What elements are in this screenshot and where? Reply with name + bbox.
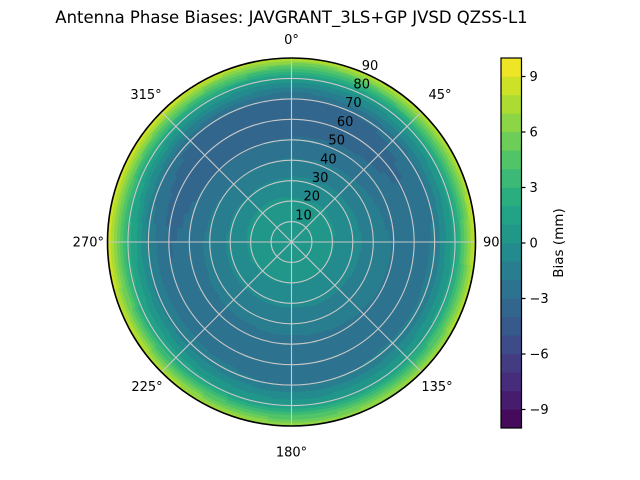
colorbar-tick-label: 3 — [530, 181, 538, 196]
colorbar-tick-label: −3 — [530, 292, 549, 307]
colorbar-tick-label: 9 — [530, 70, 538, 85]
angular-tick-label: 225° — [131, 380, 162, 395]
colorbar-band — [501, 168, 522, 188]
colorbar-band — [501, 94, 522, 114]
colorbar-band — [501, 205, 522, 225]
angular-tick-label: 135° — [421, 380, 452, 395]
colorbar-band — [501, 335, 522, 355]
colorbar-band — [501, 242, 522, 262]
angular-tick-label: 90 — [483, 236, 500, 251]
colorbar-band — [501, 372, 522, 392]
polar-grid — [107, 58, 476, 426]
radial-tick-label: 80 — [353, 78, 370, 93]
polar-outline — [106, 57, 477, 427]
colorbar-band — [501, 57, 522, 77]
colorbar-band — [501, 187, 522, 207]
grid-spoke — [161, 111, 292, 243]
colorbar-tick-label: −9 — [530, 403, 549, 418]
colorbar-band — [501, 298, 522, 318]
colorbar-band — [501, 279, 522, 299]
radial-tick-label: 40 — [320, 152, 337, 167]
colorbar-tick-label: 6 — [530, 126, 538, 141]
colorbar: 9 6 3 0 −3 −6 −9 Bias (mm) — [500, 57, 567, 429]
angular-tick-label: 45° — [428, 88, 451, 103]
colorbar-band — [501, 113, 522, 133]
grid-spoke — [291, 111, 422, 243]
colorbar-band — [501, 409, 522, 429]
contour-surface — [107, 57, 476, 427]
grid-spoke — [161, 241, 292, 373]
radial-tick-label: 70 — [345, 96, 362, 111]
colorbar-band — [501, 316, 522, 336]
colorbar-band — [501, 261, 522, 281]
radial-tick-label: 30 — [312, 171, 329, 186]
colorbar-axis-label: Bias (mm) — [551, 208, 567, 277]
colorbar-band — [501, 76, 522, 96]
colorbar-band — [501, 390, 522, 410]
grid-spoke — [291, 241, 422, 373]
colorbar-band — [501, 353, 522, 373]
angular-tick-label: 270° — [73, 236, 104, 251]
angular-tick-label: 180° — [276, 446, 307, 461]
angular-tick-labels: 0° 45° 90 135° 180° 225° 270° 315° — [73, 33, 500, 461]
radial-tick-label: 20 — [304, 190, 321, 205]
radial-tick-labels: 10 20 30 40 50 60 70 80 90 — [295, 59, 378, 223]
chart-title: Antenna Phase Biases: JAVGRANT_3LS+GP JV… — [55, 8, 528, 27]
radial-tick-label: 90 — [362, 59, 379, 74]
colorbar-band — [501, 224, 522, 244]
colorbar-band — [501, 131, 522, 151]
colorbar-band — [501, 150, 522, 170]
colorbar-tick-label: −6 — [530, 348, 549, 363]
angular-tick-label: 315° — [130, 88, 161, 103]
colorbar-tick-label: 0 — [530, 237, 538, 252]
angular-tick-label: 0° — [284, 33, 299, 48]
radial-tick-label: 50 — [328, 134, 345, 149]
radial-tick-label: 10 — [295, 208, 312, 223]
radial-tick-label: 60 — [337, 115, 354, 130]
